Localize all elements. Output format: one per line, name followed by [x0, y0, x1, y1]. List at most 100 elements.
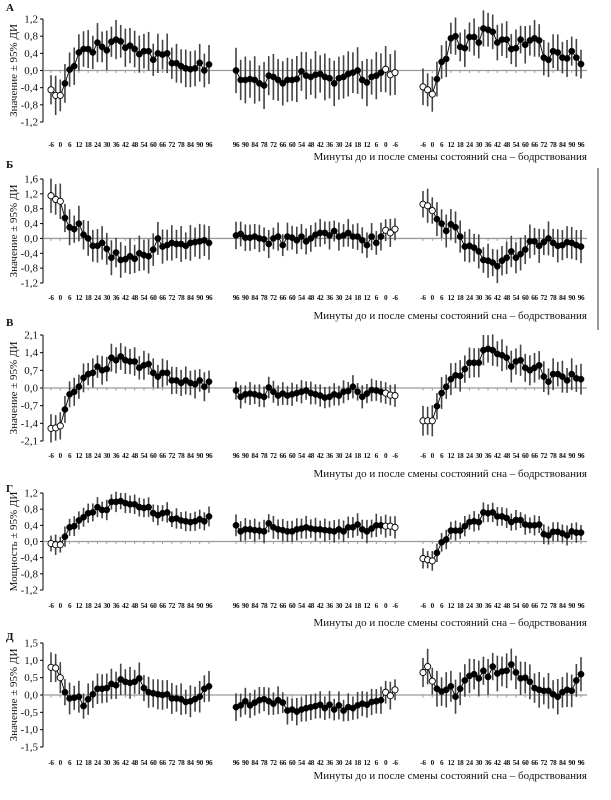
x-tick-label: 60: [522, 294, 529, 302]
x-tick-label: 6: [440, 759, 444, 767]
subplot-1: -6 0 6 12 18 24 30 36 42 48 54 60 66 72 78 84 90 96: [47, 20, 213, 149]
data-point: [526, 678, 534, 686]
y-tick-label: -0,8: [21, 263, 39, 275]
y-axis-label: Значение ± 95% ДИ: [8, 185, 20, 278]
x-tick-label: 18: [85, 452, 92, 460]
x-tick-label: 0: [431, 759, 435, 767]
data-point-open: [52, 664, 60, 672]
y-tick-label: 0,7: [24, 365, 38, 377]
x-tick-label: 12: [448, 294, 455, 302]
y-tick-label: 0,0: [24, 536, 38, 548]
x-tick-label: 84: [187, 141, 194, 149]
x-tick-label: 78: [550, 294, 557, 302]
panel-letter: А: [6, 2, 14, 14]
data-point: [274, 76, 282, 84]
x-tick-label: 18: [85, 759, 92, 767]
data-point: [75, 49, 83, 56]
data-point: [517, 250, 524, 258]
data-point: [363, 241, 371, 249]
data-point: [242, 697, 249, 705]
y-tick-label: 2,1: [24, 330, 38, 342]
x-tick-label: 18: [354, 759, 361, 767]
data-point: [326, 232, 333, 239]
x-tick-label: 66: [279, 759, 286, 767]
data-point: [456, 685, 464, 693]
data-point: [470, 33, 478, 41]
data-point: [475, 39, 483, 46]
x-tick-label: 36: [113, 759, 120, 767]
x-tick-label: 60: [522, 602, 529, 610]
data-point: [80, 513, 87, 521]
data-point: [349, 383, 357, 391]
x-tick-label: 42: [317, 141, 324, 149]
x-tick-label: 84: [187, 759, 194, 767]
data-point: [480, 667, 487, 675]
data-point: [122, 255, 129, 263]
data-point: [568, 370, 576, 378]
data-point: [372, 72, 380, 80]
x-tick-label: 84: [559, 759, 566, 767]
x-tick-label: 96: [578, 141, 585, 149]
x-tick-label: 84: [251, 452, 258, 460]
x-tick-label: 6: [440, 141, 444, 149]
x-tick-label: 42: [122, 452, 129, 460]
data-point: [135, 675, 143, 682]
x-tick-label: 60: [289, 602, 296, 610]
data-point: [163, 369, 171, 377]
data-point-open: [424, 663, 432, 671]
x-tick-label: 30: [475, 602, 482, 610]
x-tick-label: 96: [206, 759, 213, 767]
x-tick-label: 24: [345, 452, 352, 460]
data-point: [512, 44, 520, 52]
x-tick-label: 24: [94, 294, 101, 302]
data-point: [279, 80, 287, 87]
data-point: [512, 254, 520, 262]
x-axis-label: Минуты до и после смены состояний сна – …: [314, 310, 587, 322]
x-tick-label: 60: [522, 141, 529, 149]
data-point: [354, 388, 361, 396]
subplot-2: 96 90 84 78 72 66 60 54 48 42 36 30 24 18 12 6 0 -6: [232, 218, 399, 302]
panel-letter: Б: [6, 159, 13, 171]
data-point: [201, 383, 208, 391]
data-point: [265, 519, 273, 527]
x-tick-label: 72: [541, 452, 548, 460]
data-point: [112, 249, 120, 256]
y-tick-label: -2,1: [21, 436, 38, 448]
data-point: [131, 678, 138, 686]
data-point: [540, 238, 548, 246]
x-tick-label: 24: [466, 294, 473, 302]
subplot-3: -6 0 6 12 18 24 30 36 42 48 54 60 66 72 78 84 90 96: [419, 648, 585, 767]
x-tick-label: 42: [317, 602, 324, 610]
data-point: [163, 509, 171, 516]
x-tick-label: 54: [141, 452, 148, 460]
data-point: [145, 360, 152, 368]
data-point-open: [47, 86, 55, 94]
data-point: [103, 46, 111, 54]
x-tick-label: 12: [76, 602, 83, 610]
data-point: [145, 503, 152, 511]
data-point: [545, 235, 552, 242]
x-tick-label: 72: [270, 602, 277, 610]
data-point: [75, 383, 83, 391]
data-point: [70, 388, 78, 396]
data-point: [363, 79, 371, 86]
data-point: [182, 242, 190, 250]
x-tick-label: 48: [308, 141, 315, 149]
x-tick-label: 54: [298, 602, 305, 610]
data-point: [154, 235, 162, 242]
data-point: [531, 238, 538, 245]
x-tick-label: 36: [326, 452, 333, 460]
x-tick-label: 96: [206, 602, 213, 610]
x-tick-label: 36: [485, 759, 492, 767]
x-tick-label: 66: [159, 141, 166, 149]
y-tick-label: 1,4: [24, 347, 38, 359]
data-point: [447, 375, 455, 383]
x-tick-label: 84: [559, 141, 566, 149]
data-point: [433, 215, 441, 223]
data-point: [251, 76, 259, 84]
x-tick-label: 24: [94, 452, 101, 460]
x-tick-label: 48: [503, 141, 510, 149]
x-tick-label: 18: [354, 602, 361, 610]
data-point: [201, 67, 208, 74]
data-point: [433, 75, 441, 83]
